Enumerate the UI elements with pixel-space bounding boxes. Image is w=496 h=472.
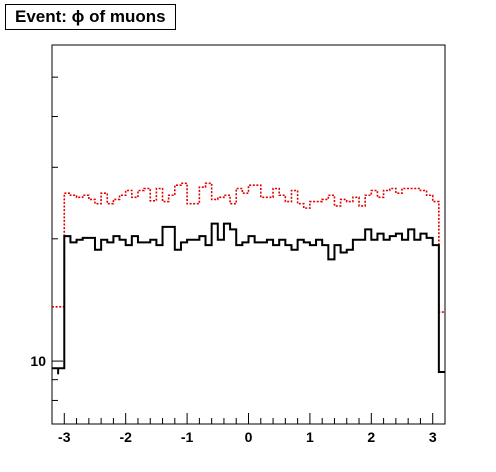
x-tick-label: -2 <box>119 429 132 445</box>
y-tick-label: 10 <box>30 353 46 369</box>
series-layer <box>52 182 445 375</box>
x-tick-label: -1 <box>181 429 194 445</box>
x-tick-label: 3 <box>429 429 437 445</box>
axis-ticks: -3 -2 -1 0 1 2 3 10 <box>30 76 446 445</box>
x-tick-label: 1 <box>306 429 314 445</box>
x-tick-label: 0 <box>245 429 253 445</box>
series-red-dotted <box>52 182 445 313</box>
plot-frame <box>51 44 446 425</box>
series-black-solid <box>52 222 445 373</box>
x-tick-label: -3 <box>58 429 71 445</box>
x-tick-label: 2 <box>367 429 375 445</box>
chart-title: Event: ϕ of muons <box>5 4 176 30</box>
